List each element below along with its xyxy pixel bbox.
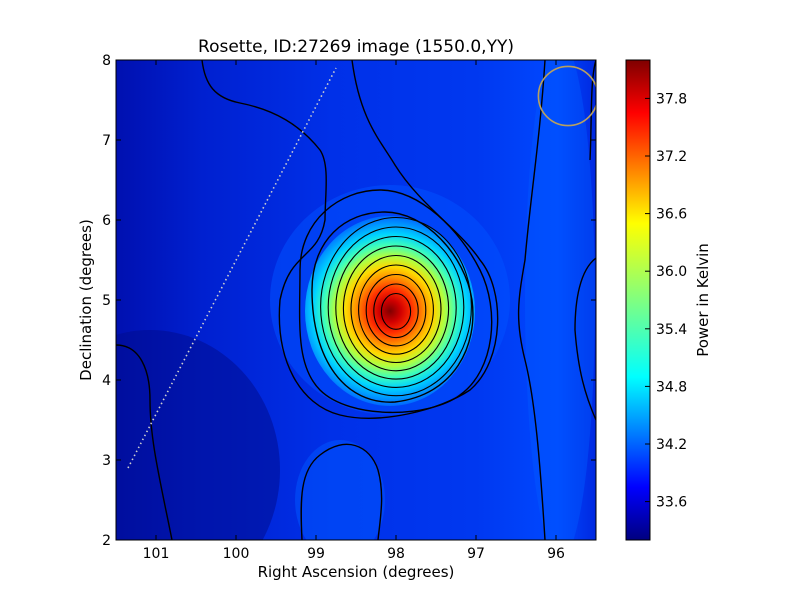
contour-line xyxy=(589,60,596,161)
y-axis: 2 3 4 5 6 7 8 xyxy=(102,53,596,549)
contour-line xyxy=(311,211,474,403)
peak-contour xyxy=(380,292,412,330)
y-tick-label: 8 xyxy=(102,53,111,69)
colorbar-tick-label: 37.8 xyxy=(656,91,687,107)
y-tick-label: 4 xyxy=(102,373,111,389)
colorbar xyxy=(625,59,651,541)
peak-contour xyxy=(373,283,419,339)
x-tick-label: 100 xyxy=(223,546,250,562)
x-tick-label: 96 xyxy=(547,546,565,562)
bright-region-lower xyxy=(295,440,385,540)
dotted-line xyxy=(127,67,337,469)
y-tick-label: 6 xyxy=(102,213,111,229)
peak-contour xyxy=(365,273,427,347)
x-axis: 101 100 99 98 97 96 xyxy=(143,60,565,562)
chart-title: Rosette, ID:27269 image (1550.0,YY) xyxy=(198,37,514,57)
colorbar-tick-label: 34.2 xyxy=(656,437,687,453)
colorbar-tick-label: 36.0 xyxy=(656,264,687,280)
dark-region-left xyxy=(116,330,280,540)
peak-contour xyxy=(358,264,434,355)
x-tick-label: 99 xyxy=(307,546,325,562)
y-axis-label: Declination (degrees) xyxy=(77,219,95,381)
peak-contours xyxy=(320,216,472,397)
plot-area xyxy=(116,60,596,540)
x-tick-label: 98 xyxy=(387,546,405,562)
contour-line xyxy=(298,189,493,414)
colorbar-tick-label: 35.4 xyxy=(656,322,687,338)
y-tick-label: 3 xyxy=(102,453,111,469)
peak-contour xyxy=(342,245,450,372)
y-tick-label: 7 xyxy=(102,133,111,149)
y-tick-label: 2 xyxy=(102,533,111,549)
peak-contour xyxy=(327,226,465,388)
peak-contour xyxy=(320,216,472,397)
colorbar-tick-label: 37.2 xyxy=(656,149,687,165)
colorbar-axis: 33.6 34.2 34.8 35.4 36.0 36.6 37.2 37.8 xyxy=(645,91,687,511)
contour-line xyxy=(574,257,596,421)
beam-circle xyxy=(537,65,596,127)
x-tick-label: 101 xyxy=(143,546,170,562)
y-tick-label: 5 xyxy=(102,293,111,309)
bright-strip-right xyxy=(525,60,595,540)
contour-line xyxy=(300,443,383,540)
x-tick-label: 97 xyxy=(467,546,485,562)
colorbar-tick-label: 36.6 xyxy=(656,207,687,223)
peak-contour xyxy=(335,235,457,380)
colorbar-tick-label: 34.8 xyxy=(656,379,687,395)
x-axis-label: Right Ascension (degrees) xyxy=(258,563,455,581)
contour-line xyxy=(201,60,499,419)
contour-line xyxy=(517,60,546,540)
peak-contour xyxy=(350,254,442,364)
colorbar-label: Power in Kelvin xyxy=(694,243,712,357)
contour-lines xyxy=(116,60,596,540)
contour-line xyxy=(116,344,173,540)
colorbar-tick-label: 33.6 xyxy=(656,495,687,511)
